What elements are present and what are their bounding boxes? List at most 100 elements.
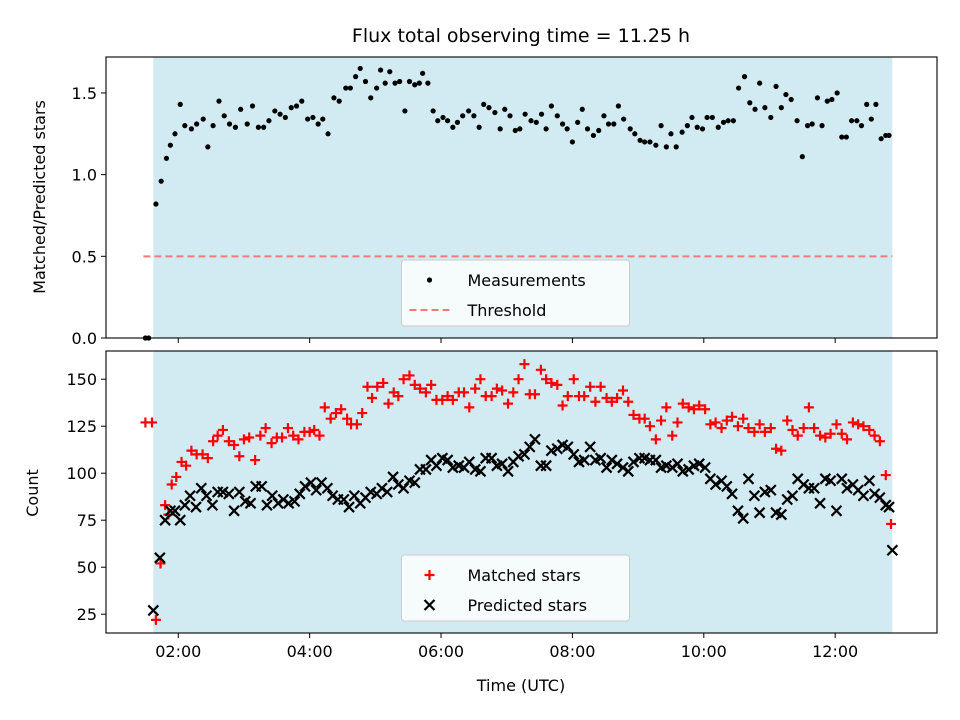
data-point xyxy=(783,91,789,98)
data-point xyxy=(803,402,814,413)
data-point xyxy=(321,482,334,495)
data-point xyxy=(672,417,683,428)
data-point xyxy=(336,98,342,104)
data-point xyxy=(776,445,787,456)
data-point xyxy=(567,448,580,461)
data-point xyxy=(647,139,653,145)
data-point xyxy=(464,402,475,413)
data-point xyxy=(309,424,320,435)
x-tick-label: 02:00 xyxy=(155,642,201,661)
data-point xyxy=(841,482,853,495)
data-point xyxy=(299,98,305,104)
data-point xyxy=(595,381,606,392)
data-point xyxy=(839,134,845,140)
data-point xyxy=(409,379,420,390)
data-point xyxy=(590,132,597,139)
data-point xyxy=(368,95,374,101)
data-point xyxy=(460,113,466,119)
data-point xyxy=(378,377,389,388)
bottom-y-axis-label: Count xyxy=(23,469,42,517)
data-point xyxy=(486,391,497,402)
top-y-axis-label: Matched/Predicted stars xyxy=(30,100,49,294)
data-point xyxy=(158,178,164,184)
data-point xyxy=(481,101,487,107)
data-point xyxy=(819,123,825,129)
data-point xyxy=(569,139,576,145)
x-tick-label: 08:00 xyxy=(549,642,595,661)
data-point xyxy=(721,480,733,493)
data-point xyxy=(234,451,245,462)
data-point xyxy=(627,126,633,132)
data-point xyxy=(266,438,277,449)
data-point xyxy=(519,359,530,370)
data-point xyxy=(282,423,293,434)
data-point xyxy=(522,111,528,117)
data-point xyxy=(533,119,539,125)
data-point xyxy=(444,118,451,124)
data-point xyxy=(255,430,266,441)
data-point xyxy=(194,121,200,127)
data-point xyxy=(752,106,758,112)
legend-box xyxy=(401,259,630,327)
data-point xyxy=(798,423,809,434)
data-point xyxy=(331,95,337,101)
data-point xyxy=(650,454,662,466)
data-point xyxy=(538,111,545,117)
data-point xyxy=(497,126,503,132)
data-point xyxy=(497,385,508,396)
data-point xyxy=(412,82,418,88)
data-point xyxy=(808,482,820,495)
chart-title: Flux total observing time = 11.25 h xyxy=(352,25,690,47)
data-point xyxy=(742,473,755,485)
data-point xyxy=(362,381,373,392)
data-point xyxy=(244,497,257,510)
data-point xyxy=(387,69,393,75)
data-point xyxy=(853,419,864,430)
x-axis-label: Time (UTC) xyxy=(476,676,565,695)
data-point xyxy=(420,387,431,398)
data-point xyxy=(541,374,552,385)
data-point xyxy=(749,426,760,437)
data-point xyxy=(357,65,363,72)
data-point xyxy=(578,454,591,466)
data-point xyxy=(169,505,181,517)
data-point xyxy=(824,98,830,104)
data-point xyxy=(233,486,246,498)
data-point xyxy=(347,85,353,91)
data-point xyxy=(160,500,171,511)
data-point xyxy=(372,381,383,392)
data-point xyxy=(507,113,513,119)
data-point xyxy=(632,131,638,137)
data-point xyxy=(787,424,798,435)
data-point xyxy=(747,100,753,106)
data-point xyxy=(210,123,216,129)
data-point xyxy=(415,383,426,394)
data-point xyxy=(546,377,557,388)
data-point xyxy=(223,488,235,500)
data-point xyxy=(167,142,173,148)
data-point xyxy=(600,461,613,474)
data-point xyxy=(579,391,590,402)
data-point xyxy=(668,131,674,137)
data-point xyxy=(540,459,552,472)
data-point xyxy=(842,434,853,445)
y-tick-label: 1.5 xyxy=(72,84,97,103)
legend-label: Matched stars xyxy=(468,566,581,585)
data-point xyxy=(700,404,711,415)
data-point xyxy=(447,394,458,405)
data-point xyxy=(181,460,192,471)
data-point xyxy=(163,155,170,161)
data-point xyxy=(737,512,749,525)
data-point xyxy=(474,465,487,478)
data-point xyxy=(154,552,166,564)
data-point xyxy=(693,458,705,470)
data-point xyxy=(420,463,432,476)
data-point xyxy=(880,470,891,481)
data-point xyxy=(743,423,754,434)
data-point xyxy=(202,453,213,464)
legend-label: Threshold xyxy=(467,301,547,320)
data-point xyxy=(548,103,554,109)
data-point xyxy=(293,103,300,109)
data-point xyxy=(732,421,743,432)
data-point xyxy=(408,476,421,489)
